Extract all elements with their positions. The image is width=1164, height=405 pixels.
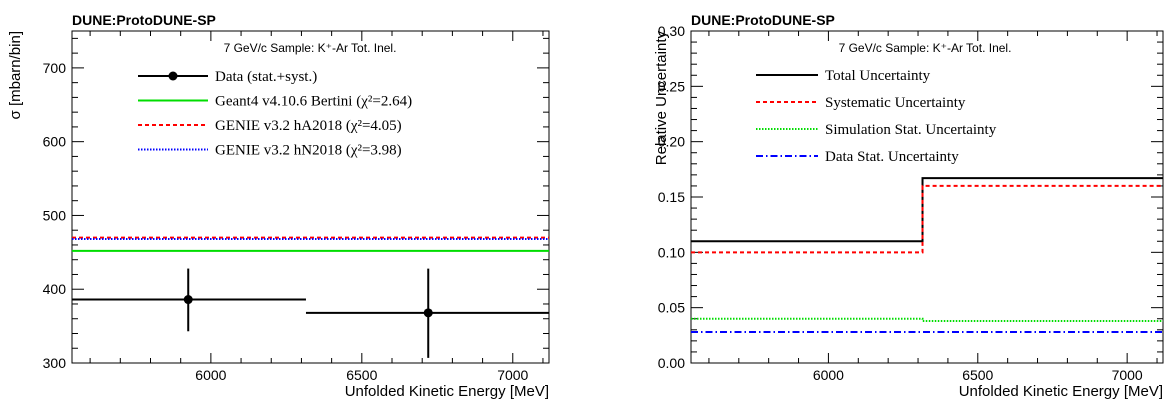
y-tick-label: 0.25 [658, 78, 685, 94]
data-point [183, 295, 193, 305]
x-axis-label: Unfolded Kinetic Energy [MeV] [345, 383, 549, 400]
series-line-1 [691, 177, 1163, 243]
series-line-3 [691, 317, 1163, 322]
x-tick-label: 6500 [346, 367, 377, 383]
legend-label: Total Uncertainty [825, 68, 931, 84]
x-tick-label: 6000 [195, 367, 226, 383]
y-axis-label: σ [mbarn/bin] [7, 31, 24, 119]
x-tick-label: 6500 [962, 367, 993, 383]
y-tick-label: 500 [43, 207, 67, 223]
legend-label: Data (stat.+syst.) [215, 69, 317, 85]
y-axis: 300 400 500 600 700 σ [mbarn/bin] [7, 31, 549, 371]
sample-label: 7 GeV/c Sample: K⁺-Ar Tot. Inel. [839, 41, 1012, 55]
data-point [423, 308, 433, 318]
legend-label: Geant4 v4.10.6 Bertini (χ²=2.64) [215, 94, 412, 110]
y-tick-label: 0.00 [658, 355, 685, 371]
plot-frame [71, 30, 550, 364]
chart-title: DUNE:ProtoDUNE-SP [691, 12, 835, 28]
legend-label: Systematic Uncertainty [825, 95, 966, 111]
y-tick-label: 0.05 [658, 300, 685, 316]
y-tick-label: 0.20 [658, 134, 685, 150]
y-tick-label: 300 [43, 355, 67, 371]
y-tick-label: 600 [43, 134, 67, 150]
sample-label: 7 GeV/c Sample: K⁺-Ar Tot. Inel. [224, 41, 397, 55]
x-tick-label: 7000 [497, 367, 528, 383]
y-tick-label: 700 [43, 60, 67, 76]
legend: Total Uncertainty Systematic Uncertainty S… [756, 68, 997, 165]
y-axis-label: Relative Uncertainty [653, 31, 670, 166]
y-tick-label: 400 [43, 281, 67, 297]
legend-label: Simulation Stat. Uncertainty [825, 122, 997, 138]
y-tick-label: 0.15 [658, 189, 685, 205]
legend-label: GENIE v3.2 hN2018 (χ²=3.98) [215, 143, 402, 159]
legend-marker [168, 71, 178, 81]
x-tick-label: 6000 [813, 367, 844, 383]
y-tick-label: 0.10 [658, 244, 685, 260]
data-points [72, 268, 549, 358]
legend-label: GENIE v3.2 hA2018 (χ²=4.05) [215, 118, 402, 134]
x-tick-label: 7000 [1112, 367, 1143, 383]
y-tick-label: 0.30 [658, 23, 685, 39]
x-axis-label: Unfolded Kinetic Energy [MeV] [959, 383, 1163, 400]
series-line-2 [691, 184, 1163, 254]
legend-label: Data Stat. Uncertainty [825, 149, 959, 165]
legend: Data (stat.+syst.) Geant4 v4.10.6 Bertini… [138, 69, 412, 159]
chart-title: DUNE:ProtoDUNE-SP [72, 12, 216, 28]
